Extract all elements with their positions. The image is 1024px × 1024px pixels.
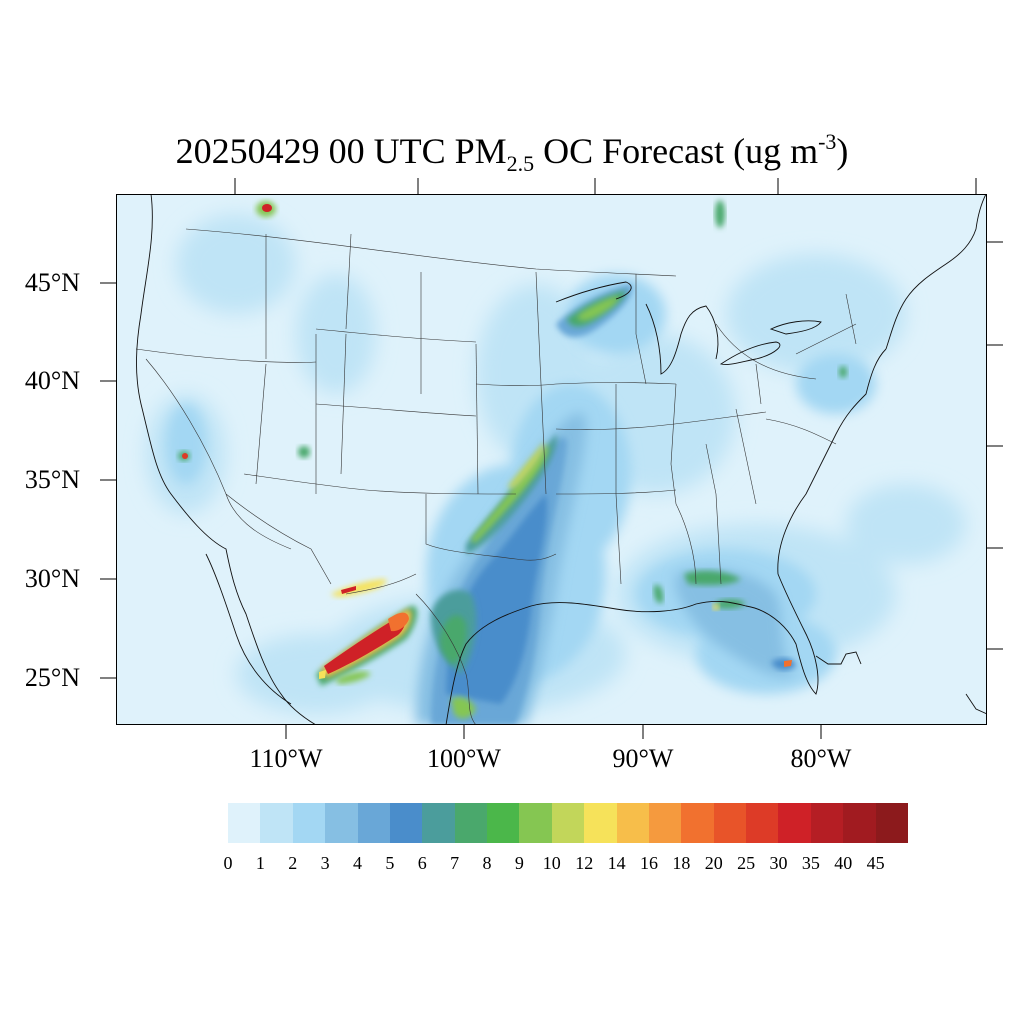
lon-label-80w: 80°W [790,744,852,773]
upper-midwest-plume [556,284,632,338]
state-boundaries [135,228,857,725]
colorbar-label: 1 [255,853,265,873]
colorbar-swatch [713,803,746,843]
colorbar-label: 7 [450,853,460,873]
colorbar-swatch [422,803,455,843]
mexico-fire-plume [316,579,418,686]
colorbar-label: 16 [639,853,658,873]
colorbar-label: 30 [769,853,788,873]
colorbar-label: 18 [672,853,691,873]
colorbar-swatch [746,803,779,843]
colorbar-swatch [260,803,293,843]
colorbar-swatch [389,803,423,843]
colorbar-swatch [519,803,552,843]
colorbar-label: 8 [482,853,492,873]
lon-label-90w: 90°W [612,744,674,773]
colorbar-label: 5 [385,853,395,873]
lat-label-35: 35°N [24,465,80,494]
coastlines [136,194,987,725]
colorbar-swatch [228,803,261,843]
map-title: 20250429 00 UTC PM2.5 OC Forecast (ug m-… [0,118,1024,188]
lat-label-40: 40°N [24,366,80,395]
colorbar-swatch [810,803,844,843]
lon-label-100w: 100°W [427,744,501,773]
colorbar-label: 0 [223,853,233,873]
colorbar-label: 9 [514,853,524,873]
lat-label-25: 25°N [24,663,80,692]
colorbar-swatch [843,803,876,843]
colorbar-label: 35 [801,853,820,873]
lat-label-30: 30°N [24,564,80,593]
lat-label-45: 45°N [24,268,80,297]
title-suffix: ) [836,131,849,171]
right-ticks [987,241,1003,650]
colorbar-label: 3 [320,853,330,873]
colorbar-label: 2 [288,853,298,873]
forecast-map [100,178,1003,739]
colorbar-label: 6 [417,853,427,873]
colorbar-label: 4 [353,853,363,873]
western-hotspots [178,200,847,461]
southeast-plumes [653,569,796,677]
bottom-ticks [285,725,822,739]
colorbar-swatch [454,803,487,843]
title-superscript: -3 [818,129,837,154]
colorbar-swatch [584,803,617,843]
colorbar-swatch [551,803,585,843]
colorbar-label: 25 [737,853,756,873]
top-ticks [234,178,977,194]
colorbar-swatch [292,803,326,843]
lon-label-110w: 110°W [249,744,323,773]
colorbar-swatch [648,803,682,843]
map-border [116,194,987,725]
colorbar-swatch [875,803,908,843]
colorbar-label: 10 [542,853,561,873]
colorbar-swatch [325,803,358,843]
colorbar-label: 20 [704,853,723,873]
colorbar-swatch [487,803,520,843]
colorbar-swatch [357,803,390,843]
left-ticks [100,282,116,679]
title-middle: OC Forecast (ug m [534,131,819,171]
title-subscript: 2.5 [506,151,535,176]
colorbar-label: 40 [834,853,853,873]
colorbar-swatch [681,803,714,843]
colorbar-swatch [778,803,811,843]
colorbar [228,803,908,843]
colorbar-label: 12 [575,853,594,873]
colorbar-swatch [616,803,649,843]
title-prefix: 20250429 00 UTC PM [175,131,507,171]
colorbar-label: 14 [607,853,626,873]
colorbar-labels: 0 1 2 3 4 5 6 7 8 9 10 12 14 16 18 20 25 30 35 40 45 [224,853,908,875]
colorbar-label: 45 [866,853,885,873]
